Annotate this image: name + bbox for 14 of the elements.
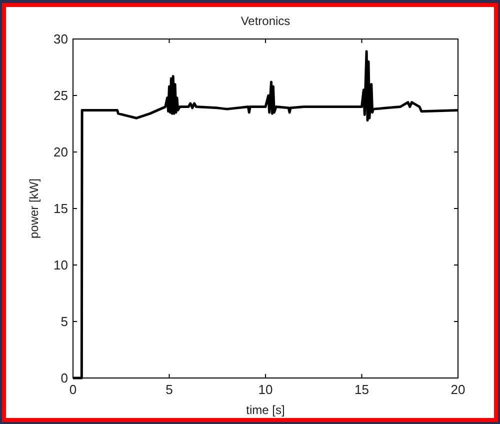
- x-axis-title: time [s]: [246, 403, 285, 417]
- x-tick-label: 5: [166, 382, 173, 397]
- y-axis-title: power [kW]: [27, 178, 41, 239]
- x-tick-label: 15: [354, 382, 369, 397]
- y-tick-label: 0: [60, 370, 68, 386]
- chart-title: Vetronics: [240, 14, 290, 28]
- y-tick-label: 10: [54, 258, 68, 273]
- y-tick-label: 5: [60, 314, 68, 330]
- x-tick-label: 20: [450, 382, 466, 397]
- y-tick-label: 25: [54, 88, 68, 104]
- y-tick-label: 30: [54, 32, 68, 47]
- x-tick-label: 10: [258, 382, 273, 397]
- y-tick-label: 20: [54, 144, 68, 160]
- y-tick-label: 15: [54, 201, 68, 216]
